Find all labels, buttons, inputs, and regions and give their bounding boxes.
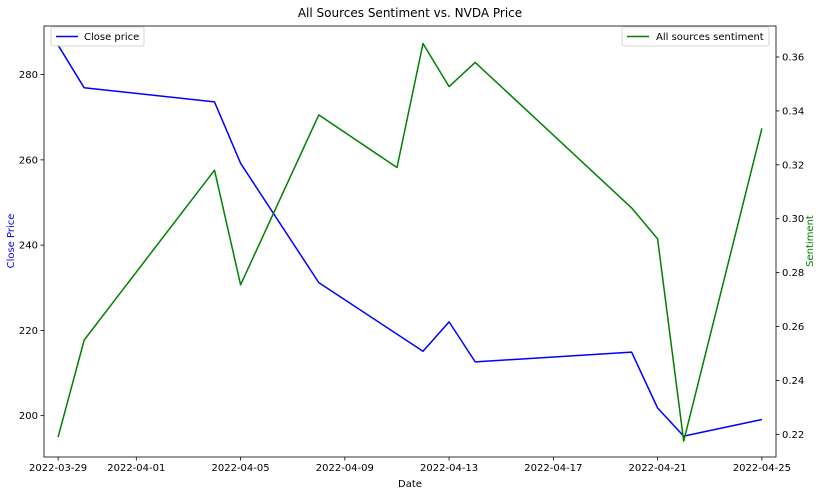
y-left-tick-label: 200 — [19, 411, 38, 422]
x-tick-label: 2022-04-09 — [316, 463, 374, 474]
y-right-tick-label: 0.28 — [782, 268, 804, 279]
y-right-tick-label: 0.32 — [782, 160, 804, 171]
y-left-tick-label: 240 — [19, 241, 38, 252]
y-right-tick-label: 0.24 — [782, 376, 804, 387]
y-right-tick-label: 0.26 — [782, 322, 804, 333]
x-axis-title: Date — [398, 479, 422, 490]
y-axis-left-title: Close Price — [6, 214, 17, 269]
series-close-price-line — [57, 44, 763, 437]
y-axis-left-ticks: 200 220 240 260 280 — [19, 70, 44, 422]
legend-close-price-label: Close price — [84, 32, 139, 43]
legend-sentiment-label: All sources sentiment — [656, 32, 764, 43]
x-tick-label: 2022-04-13 — [420, 463, 478, 474]
y-right-tick-label: 0.30 — [782, 214, 804, 225]
chart-title: All Sources Sentiment vs. NVDA Price — [298, 6, 522, 20]
x-axis-ticks: 2022-03-29 2022-04-01 2022-04-05 2022-04-09… — [29, 457, 791, 474]
x-tick-label: 2022-04-21 — [629, 463, 687, 474]
x-tick-label: 2022-04-05 — [212, 463, 270, 474]
legend-sentiment: All sources sentiment — [621, 26, 770, 47]
y-axis-right-title: Sentiment — [805, 215, 816, 267]
y-left-tick-label: 220 — [19, 326, 38, 337]
y-right-tick-label: 0.34 — [782, 106, 804, 117]
y-right-tick-label: 0.22 — [782, 430, 804, 441]
x-tick-label: 2022-04-25 — [733, 463, 791, 474]
y-left-tick-label: 260 — [19, 155, 38, 166]
x-tick-label: 2022-03-29 — [29, 463, 87, 474]
y-left-tick-label: 280 — [19, 70, 38, 81]
y-axis-right-ticks: 0.22 0.24 0.26 0.28 0.30 0.32 0.34 0.36 — [776, 52, 804, 441]
x-tick-label: 2022-04-01 — [107, 463, 165, 474]
legend-close-price: Close price — [50, 26, 145, 47]
y-right-tick-label: 0.36 — [782, 52, 804, 63]
x-tick-label: 2022-04-17 — [524, 463, 582, 474]
plot-frame — [43, 25, 777, 458]
series-layer — [57, 42, 763, 442]
